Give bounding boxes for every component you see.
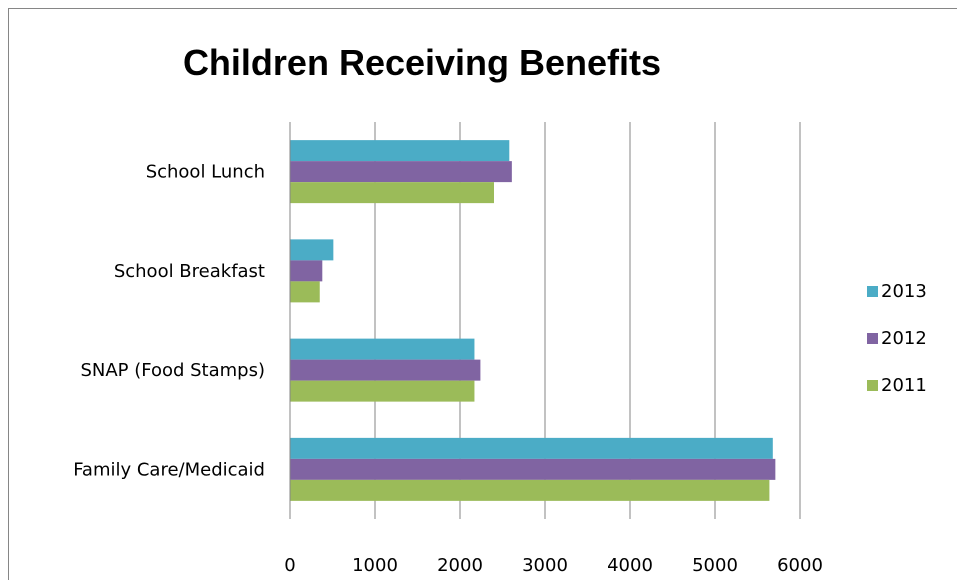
bar: [290, 260, 323, 282]
legend-label: 2012: [881, 328, 927, 349]
axis-layer: 0 1000 2000 3000 4000 5000 6000 School Lunch Sch…: [73, 122, 823, 576]
legend-swatch: [867, 380, 878, 391]
x-tick-label: 6000: [777, 555, 823, 576]
bar: [290, 437, 773, 459]
bar: [290, 380, 475, 402]
category-label: Family Care/Medicaid: [73, 459, 265, 480]
chart-title: Children Receiving Benefits: [183, 42, 661, 83]
bar: [290, 458, 776, 480]
x-tick-label: 5000: [692, 555, 738, 576]
category-label: School Breakfast: [114, 261, 265, 282]
legend-label: 2013: [881, 281, 927, 302]
x-tick-label: 0: [284, 555, 295, 576]
bar: [290, 140, 510, 162]
bar: [290, 338, 475, 360]
legend-layer: 2013 2012 2011: [867, 281, 927, 396]
bar: [290, 479, 770, 501]
x-tick-label: 4000: [607, 555, 653, 576]
x-tick-label: 2000: [437, 555, 483, 576]
bars-layer: [290, 140, 776, 501]
legend-swatch: [867, 286, 878, 297]
bar: [290, 161, 512, 183]
legend-label: 2011: [881, 375, 927, 396]
bar: [290, 281, 320, 303]
bar: [290, 239, 334, 261]
bar: [290, 359, 481, 381]
x-tick-label: 1000: [352, 555, 398, 576]
x-tick-label: 3000: [522, 555, 568, 576]
category-label: SNAP (Food Stamps): [80, 360, 265, 381]
legend-swatch: [867, 333, 878, 344]
chart-svg: Children Receiving Benefits 0 1000 2000 300…: [73, 42, 927, 576]
chart-frame: Children Receiving Benefits 0 1000 2000 300…: [8, 8, 957, 580]
bar: [290, 182, 494, 204]
category-label: School Lunch: [146, 162, 265, 183]
